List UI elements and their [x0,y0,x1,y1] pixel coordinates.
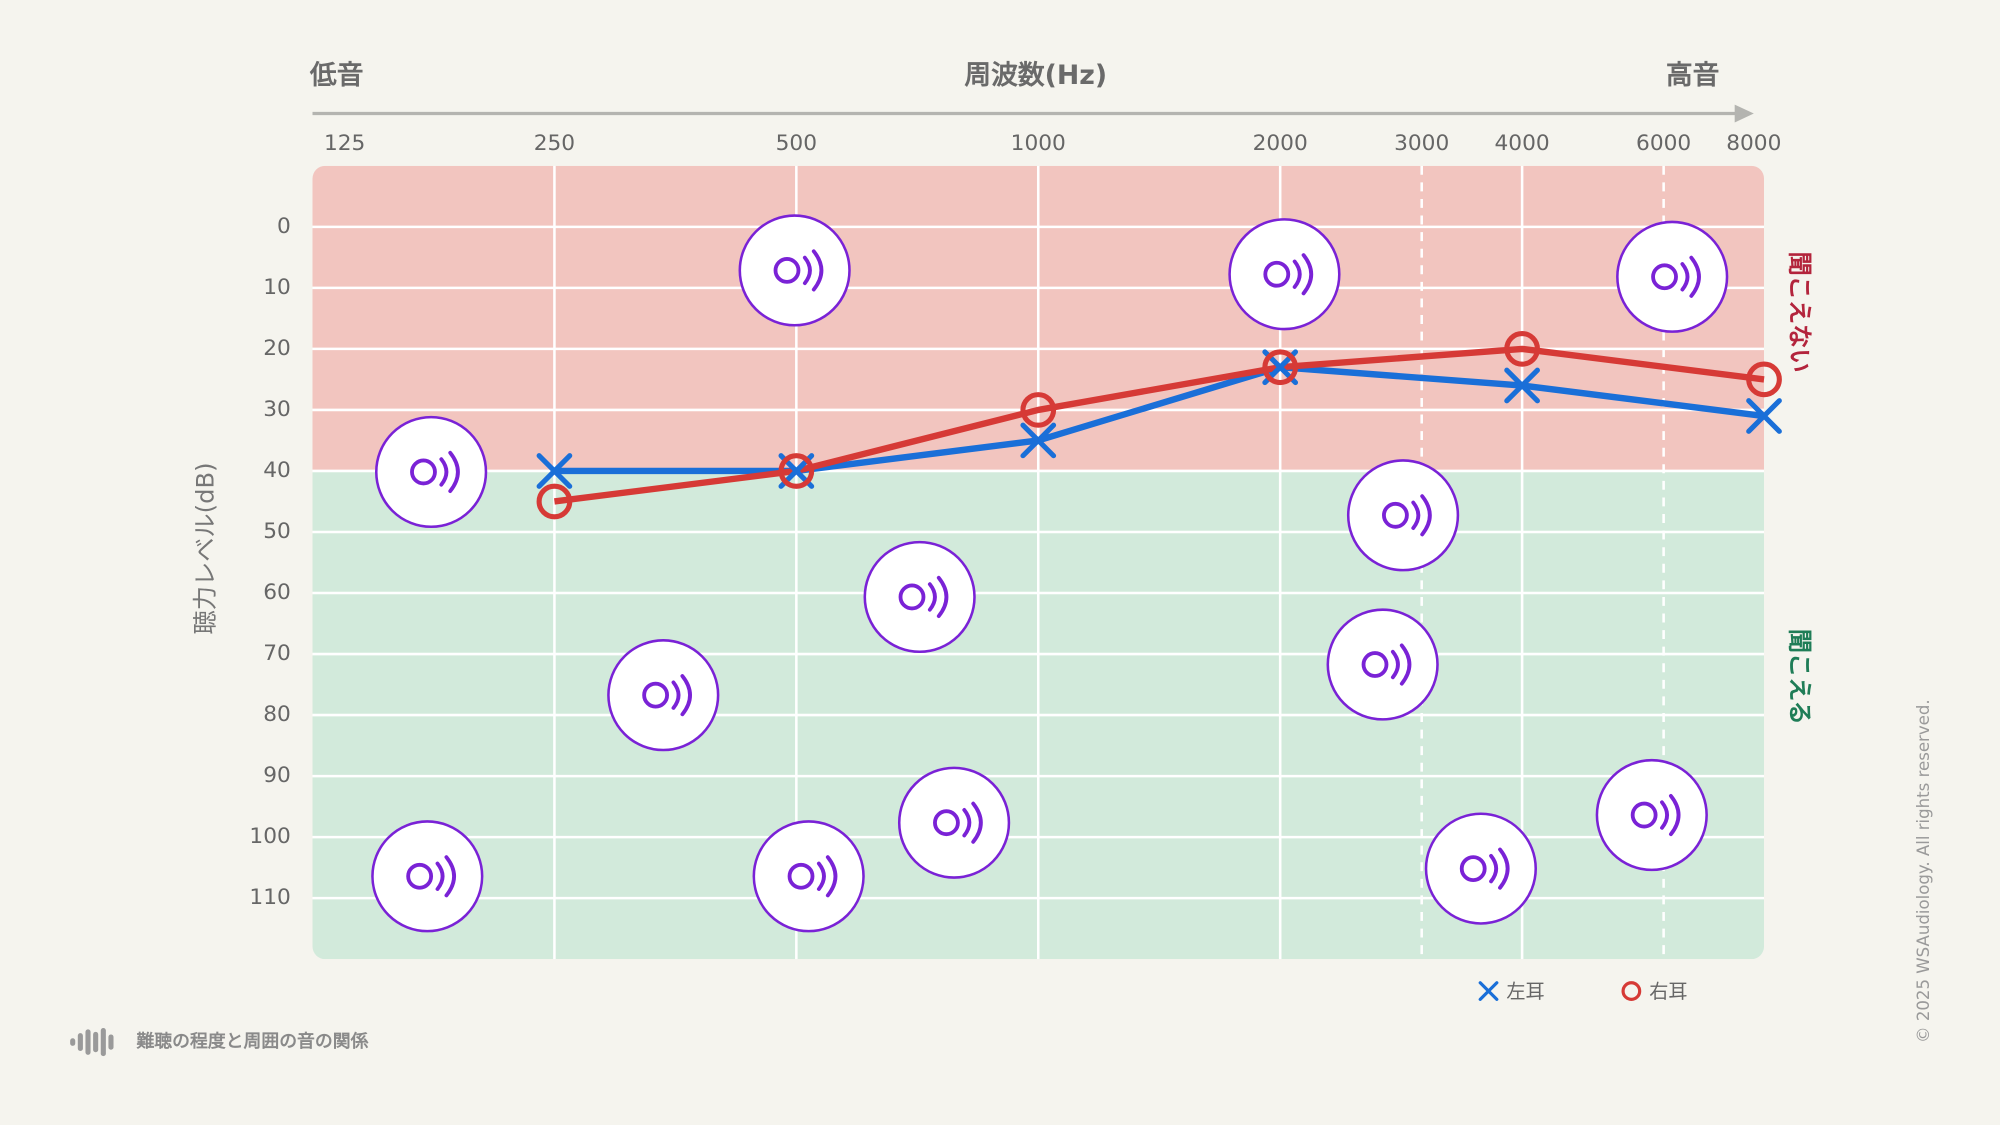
zone-label: 聞こえる [1785,629,1813,725]
sound-icon [897,766,1011,879]
sound-icon-glyph [773,257,801,284]
y-tick-label: 30 [263,397,291,422]
y-axis-label: 聴力レベル(dB) [192,462,220,634]
plot [536,331,1782,520]
x-axis-arrowhead [1734,104,1754,123]
y-tick-label: 20 [263,336,291,361]
sound-icon-glyph [1361,651,1389,678]
sound-icon-glyph [1660,794,1681,837]
sound-icon-glyph [898,583,926,611]
sound-icon [1595,758,1708,872]
y-tick-label: 50 [263,519,291,544]
y-tick-label: 100 [249,824,290,849]
sound-icon-glyph [435,855,456,898]
x-tick-label: 1000 [1011,131,1066,156]
marker-circle [1262,349,1299,386]
y-tick-label: 90 [263,763,291,788]
marker-circle [1020,392,1057,428]
sound-icon-glyph [439,450,460,493]
sound-icon-glyph [1411,494,1432,537]
sound-icon-glyph [642,681,670,709]
x-tick-label: 3000 [1394,131,1449,156]
sound-icon [752,820,865,933]
sound-icon [1326,608,1439,721]
legend-label: 右耳 [1649,980,1687,1003]
sound-icon-glyph [1680,255,1701,298]
sound-icon [371,820,484,933]
y-tick-label: 60 [263,580,291,605]
x-tick-label: 250 [534,131,575,156]
marker-circle [778,453,815,489]
x-tick-label: 6000 [1636,131,1691,156]
x-tick-label: 4000 [1495,131,1550,156]
sound-icon-glyph [1292,253,1314,296]
marker-x [536,453,573,489]
sound-icon-glyph [1263,260,1291,288]
sound-icon [375,415,488,529]
sound-icon-glyph [1630,801,1658,829]
x-high-label: 高音 [1666,60,1720,91]
sound-icon-glyph [406,862,434,890]
x-tick-label: 125 [324,131,365,156]
x-tick-label: 8000 [1726,131,1781,156]
x-low-label: 低音 [309,60,364,91]
sound-icon-glyph [933,809,960,837]
marker-circle [1504,331,1540,367]
marker-circle [1746,361,1782,398]
sound-icon [607,639,720,752]
chart-title: 周波数(Hz) [964,60,1107,91]
sound-icon-glyph [410,458,437,486]
y-tick-label: 0 [277,214,291,239]
sound-icon-glyph [1651,263,1678,291]
sound-icons [371,214,1729,933]
zone-label: 聞こえない [1785,251,1813,372]
sound-icon-glyph [1382,501,1409,529]
series-line [554,364,1765,475]
sound-icon [863,540,976,654]
marker-x [1020,422,1057,459]
sound-icon-glyph [802,249,824,292]
footer-text: 難聴の程度と周囲の音の関係 [135,1030,368,1052]
marker-x [1478,981,1499,1001]
sound-icon [1616,220,1729,333]
y-tick-label: 10 [263,275,291,300]
sound-icon [1228,218,1341,331]
legend: 左耳 右耳 [1478,980,1687,1003]
y-tick-label: 70 [263,641,291,666]
marker-circle [536,483,573,520]
x-tick-label: 500 [776,131,817,156]
y-tick-label: 110 [249,885,290,910]
sound-icon-glyph [816,855,838,898]
sound-icon-glyph [1459,855,1487,883]
sound-icon-glyph [787,862,815,890]
footer-icon [70,1028,114,1057]
legend-label: 左耳 [1506,980,1544,1003]
marker-circle [1621,981,1642,1001]
marker-x [1746,398,1782,434]
sound-icon [1346,459,1460,572]
sound-icon [738,214,851,327]
sound-icon-glyph [1390,643,1412,686]
sound-icon-glyph [927,575,949,618]
sound-icon [1424,812,1537,925]
sound-icon-glyph [1489,847,1510,890]
y-tick-label: 40 [263,458,291,483]
copyright: © 2025 WSAudiology. All rights reserved. [1914,699,1933,1043]
sound-icon-glyph [671,674,692,717]
y-tick-label: 80 [263,702,291,727]
series-line [554,345,1765,505]
x-tick-label: 2000 [1253,131,1308,156]
sound-icon-glyph [962,801,983,844]
marker-x [1504,367,1540,404]
